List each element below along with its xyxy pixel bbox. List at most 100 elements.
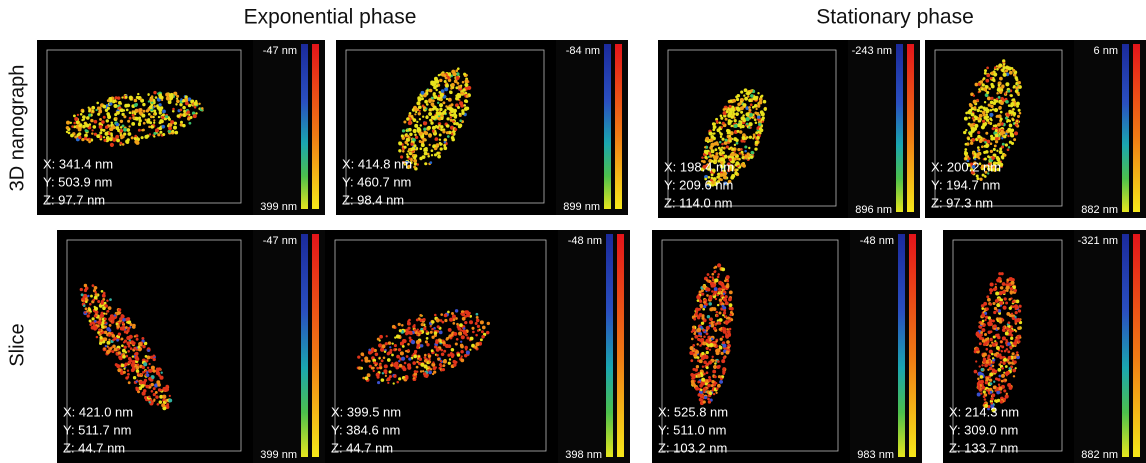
- localization-dot: [128, 357, 132, 361]
- localization-dot: [752, 117, 754, 119]
- localization-dot: [723, 356, 726, 359]
- localization-dot: [749, 136, 752, 139]
- localization-dot: [116, 123, 119, 126]
- localization-dot: [431, 149, 434, 152]
- localization-dot: [150, 125, 154, 129]
- localization-dot: [734, 124, 738, 128]
- localization-dot: [692, 326, 695, 329]
- localization-dot: [699, 291, 702, 294]
- localization-dot: [977, 117, 980, 120]
- localization-dot: [115, 135, 119, 139]
- localization-dot: [165, 400, 167, 402]
- localization-dot: [432, 130, 435, 133]
- localization-dot: [426, 103, 429, 106]
- scale-bottom-label: 983 nm: [857, 449, 894, 461]
- localization-dot: [969, 109, 972, 112]
- localization-dot: [426, 89, 429, 92]
- localization-dot: [420, 370, 422, 372]
- coordinate-label: X: 341.4 nm: [43, 156, 113, 171]
- localization-dot: [982, 354, 985, 357]
- localization-dot: [711, 380, 714, 383]
- localization-dot: [405, 129, 407, 131]
- localization-dot: [111, 125, 115, 129]
- localization-dot: [480, 338, 483, 341]
- localization-dot: [105, 125, 108, 128]
- localization-dot: [376, 373, 380, 377]
- localization-dot: [139, 108, 142, 111]
- localization-dot: [759, 127, 762, 130]
- colorbar-strip: [896, 44, 903, 212]
- localization-dot: [702, 308, 705, 311]
- localization-dot: [100, 302, 103, 305]
- localization-dot: [750, 155, 753, 158]
- localization-dot: [416, 340, 420, 344]
- localization-dot: [453, 363, 456, 366]
- localization-dot: [464, 83, 468, 87]
- localization-dot: [162, 395, 166, 399]
- localization-dot: [756, 112, 759, 115]
- localization-dot: [997, 123, 1001, 127]
- localization-dot: [193, 114, 197, 118]
- localization-dot: [453, 72, 457, 76]
- localization-dot: [706, 287, 708, 289]
- localization-dot: [165, 115, 168, 118]
- localization-dot: [996, 390, 1000, 394]
- localization-dot: [1013, 355, 1017, 359]
- coordinate-label: Z: 44.7 nm: [63, 440, 125, 455]
- localization-dot: [99, 125, 103, 129]
- localization-dot: [194, 106, 197, 109]
- localization-dot: [716, 314, 719, 317]
- localization-dot: [406, 153, 408, 155]
- localization-dot: [982, 339, 986, 343]
- localization-dot: [449, 318, 453, 322]
- localization-dot: [995, 133, 999, 137]
- localization-dot: [389, 370, 392, 373]
- localization-dot: [990, 142, 993, 145]
- localization-dot: [367, 373, 371, 377]
- localization-dot: [993, 324, 997, 328]
- localization-dot: [91, 106, 95, 110]
- localization-dot: [390, 364, 393, 367]
- localization-dot: [1015, 367, 1017, 369]
- localization-dot: [119, 317, 122, 320]
- localization-dot: [692, 383, 695, 386]
- localization-dot: [725, 335, 728, 338]
- localization-dot: [440, 349, 443, 352]
- localization-dot: [418, 355, 421, 358]
- localization-dot: [693, 318, 696, 321]
- localization-dot: [92, 125, 96, 129]
- localization-dot: [398, 142, 402, 146]
- localization-dot: [726, 145, 729, 148]
- scale-top-label: -321 nm: [1078, 235, 1118, 247]
- localization-dot: [702, 366, 704, 368]
- localization-dot: [701, 399, 704, 402]
- localization-dot: [413, 166, 416, 169]
- localization-dot: [459, 101, 463, 105]
- scale-top-label: -84 nm: [566, 45, 600, 57]
- localization-dot: [734, 171, 738, 175]
- localization-dot: [722, 151, 725, 154]
- localization-dot: [992, 343, 996, 347]
- localization-dot: [1007, 148, 1010, 151]
- localization-dot: [441, 89, 445, 93]
- localization-dot: [87, 295, 89, 297]
- localization-dot: [73, 122, 76, 125]
- localization-dot: [999, 356, 1003, 360]
- localization-dot: [995, 129, 998, 132]
- localization-dot: [986, 114, 988, 116]
- localization-dot: [697, 299, 699, 301]
- localization-dot: [430, 121, 433, 124]
- localization-dot: [721, 138, 724, 141]
- localization-dot: [974, 155, 976, 157]
- localization-dot: [985, 132, 988, 135]
- localization-dot: [699, 344, 702, 347]
- localization-dot: [107, 99, 110, 102]
- localization-dot: [88, 113, 91, 116]
- localization-dot: [151, 390, 154, 393]
- localization-dot: [454, 128, 457, 131]
- localization-dot: [127, 132, 131, 136]
- localization-dot: [1005, 332, 1009, 336]
- localization-dot: [695, 350, 699, 354]
- localization-dot: [995, 288, 998, 291]
- localization-dot: [1014, 329, 1016, 331]
